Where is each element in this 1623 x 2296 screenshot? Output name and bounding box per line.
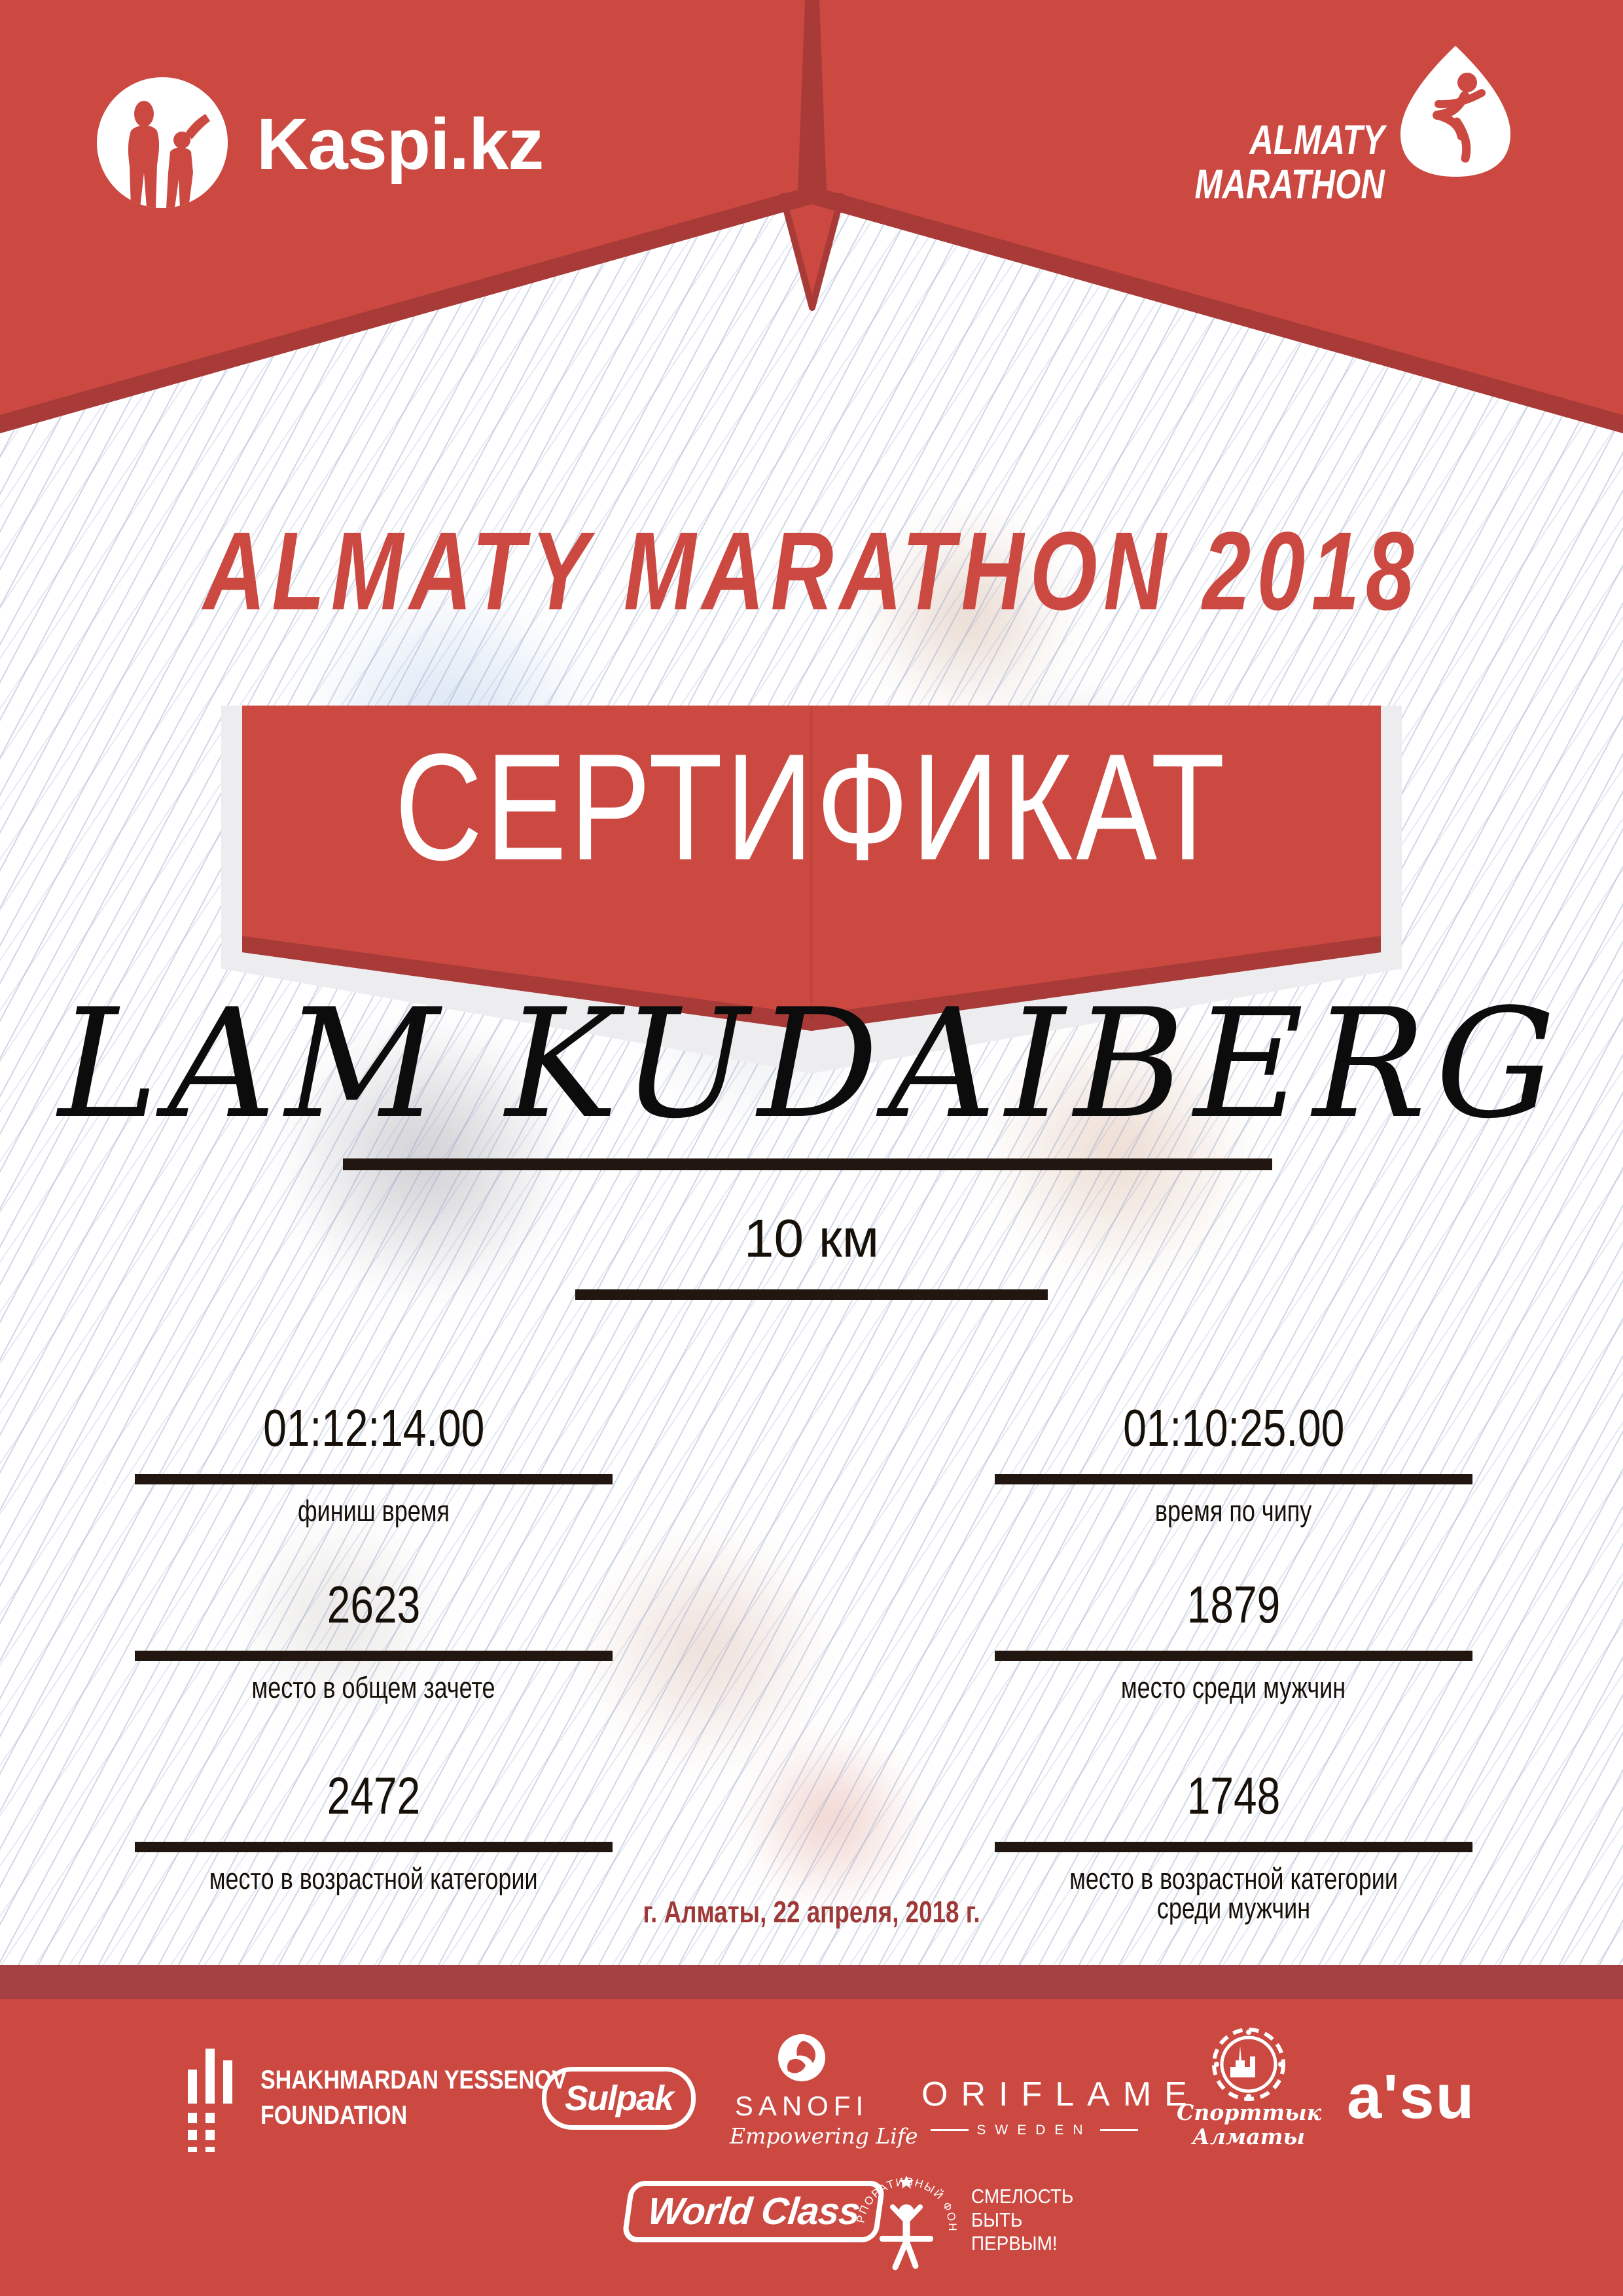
sponsor-yessenov: SHAKHMARDAN YESSENOV FOUNDATION	[260, 2066, 567, 2130]
kaspi-wordmark: Kaspi.kz	[257, 104, 544, 185]
sponsor-asu: a'su	[1347, 2062, 1476, 2132]
stat-label: место в возрастной категории среди мужчи…	[1069, 1862, 1398, 1925]
stat-men-place: 1879 место среди мужчин	[995, 1579, 1472, 1702]
sanofi-bird-icon	[778, 2034, 825, 2081]
sponsor-sanofi: SANOFI Empowering Life	[730, 2033, 918, 2147]
almaty-marathon-wordmark: ALMATY MARATHON	[1147, 118, 1385, 207]
stat-underline	[135, 1474, 613, 1484]
stat-label: финиш время	[297, 1494, 450, 1528]
faded-runners-photo	[0, 419, 1623, 1950]
participant-name: LAM KUDAIBERG	[58, 977, 1565, 1152]
header-banner	[0, 0, 1623, 433]
stat-finish-time: 01:12:14.00 финиш время	[135, 1402, 613, 1526]
stat-value: 01:12:14.00	[262, 1399, 485, 1457]
yessenov-foundation-icon	[188, 2049, 232, 2152]
almaty-line: ALMATY	[1249, 117, 1385, 163]
date-place: г. Алматы, 22 апреля, 2018 г.	[643, 1895, 980, 1929]
oriflame-rule-right	[1099, 2129, 1138, 2131]
runner-icon	[1433, 73, 1486, 163]
stat-age-men-place: 1748 место в возрастной категории среди …	[995, 1770, 1472, 1923]
stat-underline	[135, 1842, 613, 1852]
sponsor-oriflame: ORIFLAME SWEDEN	[921, 2075, 1200, 2138]
kaspi-logo-icon	[97, 77, 228, 208]
stat-label: место в возрастной категории	[209, 1862, 538, 1895]
stat-value: 2623	[327, 1575, 421, 1634]
stat-value: 1879	[1186, 1575, 1281, 1634]
distance-underline	[575, 1289, 1048, 1300]
stat-underline	[135, 1651, 613, 1661]
sponsor-sport-almaty: Спорттык Алматы	[1177, 2100, 1322, 2149]
stat-underline	[995, 1842, 1472, 1852]
stat-overall-place: 2623 место в общем зачете	[135, 1579, 613, 1702]
name-underline	[343, 1158, 1272, 1170]
marathon-line: MARATHON	[1194, 162, 1385, 208]
stat-value: 01:10:25.00	[1122, 1399, 1345, 1457]
stat-value: 1748	[1186, 1767, 1281, 1825]
sponsor-world-class: World Class	[621, 2181, 886, 2242]
page-title: ALMATY MARATHON 2018	[203, 509, 1420, 634]
oriflame-rule-left	[931, 2129, 969, 2131]
sponsor-sulpak: Sulpak	[542, 2067, 696, 2130]
stat-value: 2472	[327, 1767, 421, 1825]
stat-underline	[995, 1474, 1472, 1484]
certificate-ribbon	[221, 706, 1402, 1073]
fund-motto: СМЕЛОСТЬ БЫТЬ ПЕРВЫМ!	[971, 2185, 1074, 2255]
distance-value: 10 км	[743, 1209, 880, 1268]
stat-age-place: 2472 место в возрастной категории	[135, 1770, 613, 1893]
stat-underline	[995, 1651, 1472, 1661]
stat-label: место в общем зачете	[251, 1671, 496, 1704]
fund-emblem-icon: КОРПОРАТИВНЫЙ ФОНД	[851, 2160, 957, 2270]
almaty-marathon-emblem-icon	[1400, 46, 1511, 177]
stat-label: место среди мужчин	[1121, 1671, 1346, 1704]
stat-chip-time: 01:10:25.00 время по чипу	[995, 1402, 1472, 1526]
sport-almaty-emblem-icon	[1212, 2028, 1285, 2101]
certificate-heading: СЕРТИФИКАТ	[395, 723, 1228, 892]
stat-label: время по чипу	[1155, 1494, 1312, 1528]
footer-accent-bar	[0, 1965, 1623, 1999]
